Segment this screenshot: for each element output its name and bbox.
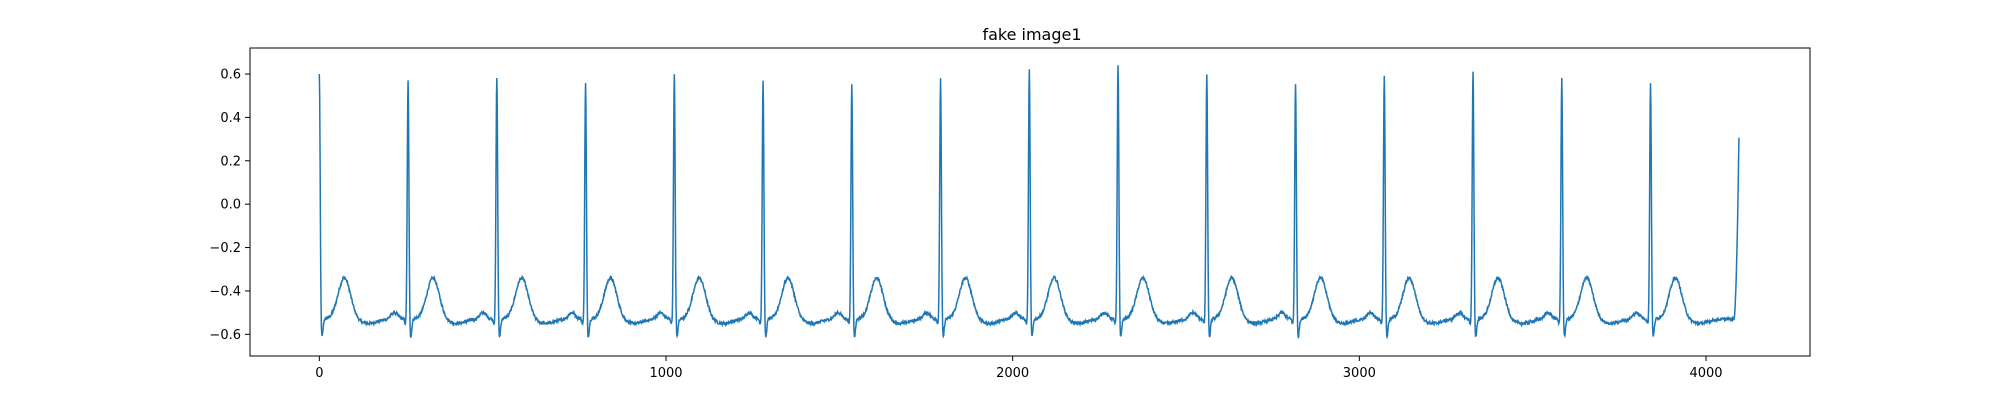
x-tick-label: 4000 xyxy=(1689,366,1722,381)
chart-title: fake image1 xyxy=(982,25,1081,44)
y-tick-label: 0.6 xyxy=(220,68,241,83)
plot-area xyxy=(318,65,1740,340)
y-tick-label: −0.2 xyxy=(209,241,241,256)
x-tick-label: 0 xyxy=(315,366,323,381)
x-tick-label: 3000 xyxy=(1343,366,1376,381)
y-tick-label: 0.0 xyxy=(220,198,241,213)
y-tick-label: −0.6 xyxy=(209,328,241,343)
y-tick-label: 0.4 xyxy=(220,111,241,126)
ecg-series-line xyxy=(318,65,1740,340)
y-tick-label: −0.4 xyxy=(209,284,241,299)
plot-frame xyxy=(249,47,1811,357)
y-axis: −0.6 −0.4 −0.2 0.0 0.2 0.4 0.6 xyxy=(209,68,250,343)
y-tick-label: 0.2 xyxy=(220,154,241,169)
x-tick-label: 2000 xyxy=(996,366,1029,381)
x-axis: 0 1000 2000 3000 4000 xyxy=(315,356,1723,381)
x-tick-label: 1000 xyxy=(649,366,682,381)
